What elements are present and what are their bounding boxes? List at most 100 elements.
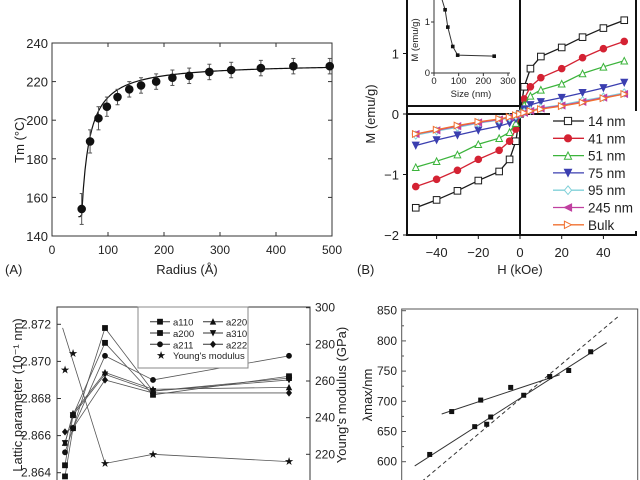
data-point: [505, 127, 514, 136]
legend-label: 41 nm: [588, 131, 626, 146]
data-point: [512, 111, 521, 120]
data-point: ★: [60, 365, 70, 377]
data-point: [508, 384, 514, 390]
data-point: [474, 139, 483, 149]
panel-label: (A): [5, 262, 22, 277]
inset-x-axis-label: Size (nm): [451, 89, 492, 100]
data-point: [588, 349, 594, 355]
data-point: [512, 137, 520, 146]
data-point: ★: [148, 449, 158, 461]
fit-line-solid: [414, 342, 607, 467]
data-point: [620, 37, 629, 46]
data-point: [136, 81, 146, 90]
data-point: [537, 105, 546, 114]
legend-label: 75 nm: [588, 166, 626, 181]
legend-marker: ★: [156, 350, 166, 362]
y-tick-label: 700: [377, 394, 397, 408]
data-point: [505, 155, 514, 164]
fit-line-solid: [441, 374, 560, 415]
data-point: [495, 146, 503, 155]
legend-label: 51 nm: [588, 149, 626, 164]
legend-marker: [157, 341, 163, 348]
x-tick-label: 500: [322, 243, 342, 257]
data-point: [526, 64, 535, 73]
data-point: [101, 371, 109, 378]
x-tick-label: 300: [210, 243, 230, 257]
data-point: [599, 94, 608, 103]
data-point: [526, 101, 535, 110]
x-tick-label: 0: [516, 245, 523, 260]
y-tick-label: 140: [26, 229, 48, 244]
inset-x-tick-label: 0: [431, 76, 436, 87]
data-point: [411, 182, 420, 191]
x-tick-label: 400: [266, 243, 286, 257]
data-point: [94, 113, 103, 123]
legend-marker: [157, 318, 163, 325]
inset-line: [441, 0, 495, 57]
y2-axis-label: Young's modulus (GPa): [334, 327, 349, 463]
x-tick-label: 200: [154, 243, 174, 257]
data-point: [478, 397, 484, 403]
y-tick-label: 240: [26, 36, 48, 51]
data-point: [226, 65, 236, 75]
y2-tick-label: 240: [315, 411, 335, 425]
data-point: [620, 78, 629, 87]
legend-marker: [209, 330, 217, 337]
data-point: [557, 93, 566, 103]
inset-x-tick-label: 100: [451, 76, 467, 87]
data-point: [453, 166, 462, 175]
data-point: [432, 175, 441, 184]
legend-label: 14 nm: [588, 114, 626, 129]
data-point: [566, 367, 572, 373]
legend-box: [137, 306, 249, 369]
y-tick-label: 1: [392, 47, 399, 62]
y-tick-label: 650: [377, 425, 397, 439]
inset-frame: [406, 0, 521, 107]
data-point: [285, 389, 293, 397]
data-point: [432, 196, 441, 204]
data-point: [69, 412, 77, 419]
y-tick-label: 220: [26, 75, 48, 90]
data-point: [488, 414, 494, 420]
data-point: [85, 137, 95, 146]
x-tick-label: 0: [49, 243, 56, 257]
data-point: [620, 16, 629, 25]
data-point: [557, 102, 567, 111]
data-point: [432, 125, 442, 134]
data-point: [521, 392, 527, 398]
legend-label: a222: [226, 340, 247, 351]
y-tick-label: −1: [384, 168, 399, 183]
data-point: [505, 137, 514, 146]
data-point: [505, 112, 514, 122]
data-point: [578, 89, 587, 98]
y-tick-label: 600: [377, 455, 397, 469]
x-axis-label: H (kOe): [497, 262, 543, 277]
legend: [550, 111, 638, 231]
data-point: [286, 352, 292, 359]
x-axis-label: Radius (Å): [156, 262, 217, 277]
y-tick-label: 750: [377, 364, 397, 378]
y-tick-label: 2.870: [21, 354, 51, 368]
y-tick-label: 160: [26, 190, 48, 205]
y-tick-label: 0: [392, 107, 399, 122]
panel-c: ★ ★ ★ ★ ★: [56, 306, 311, 480]
data-point: [449, 409, 455, 415]
data-point: [151, 77, 161, 86]
data-point: [516, 109, 525, 119]
series-line: [64, 355, 290, 453]
data-point: [578, 53, 587, 62]
data-point: [474, 155, 483, 164]
inset-point: [455, 53, 460, 57]
legend-label: a110: [173, 318, 193, 329]
data-point: [536, 85, 545, 94]
data-point: [325, 61, 335, 71]
inset-point: [492, 54, 496, 58]
data-point: [599, 62, 608, 71]
data-point: [474, 176, 483, 185]
legend-marker: [563, 185, 573, 196]
inset-x-tick-label: 200: [475, 76, 491, 87]
panel-a: [51, 42, 335, 237]
data-point: [453, 187, 462, 195]
data-point: [432, 156, 441, 165]
data-point: [620, 56, 629, 65]
